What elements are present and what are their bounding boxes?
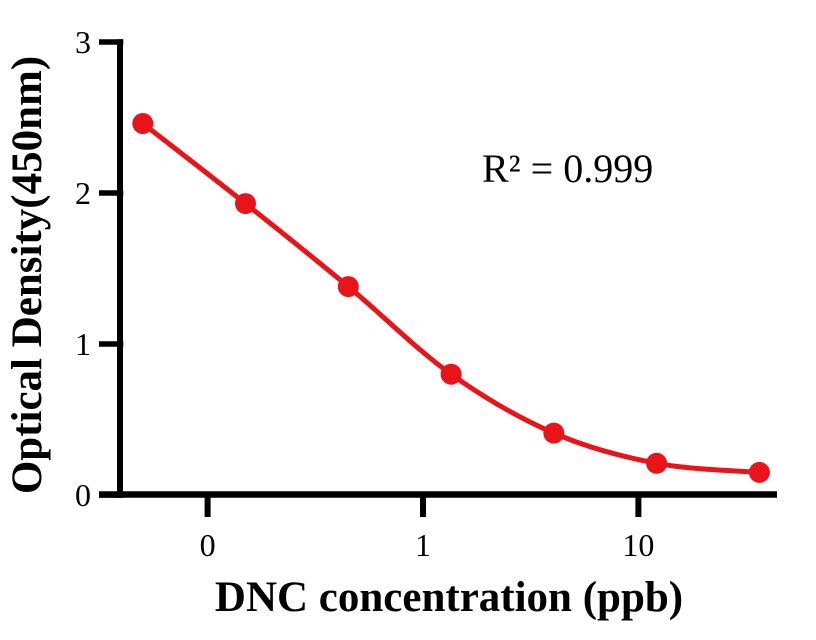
y-tick-label: 2 <box>75 175 91 211</box>
r-squared-annotation: R² = 0.999 <box>482 146 653 191</box>
chart-layer: 0 1 2 3 0 1 10 <box>75 24 777 563</box>
fit-curve <box>141 121 760 475</box>
data-point-marker <box>235 193 256 215</box>
data-point-marker <box>646 452 668 474</box>
data-point-marker <box>337 276 359 298</box>
y-tick-label: 1 <box>75 326 91 362</box>
y-axis-title: Optical Density(450nm) <box>4 56 51 494</box>
data-point-marker <box>132 113 154 134</box>
data-point-marker <box>748 461 770 483</box>
x-tick-label: 0 <box>200 527 216 563</box>
y-tick-label: 0 <box>75 477 91 513</box>
y-tick-label: 3 <box>75 24 91 60</box>
x-tick-label: 1 <box>415 527 431 563</box>
data-point-marker <box>543 422 565 444</box>
x-axis-title: DNC concentration (ppb) <box>215 574 683 621</box>
x-tick-label: 10 <box>622 527 654 563</box>
data-point-marker <box>440 363 462 385</box>
